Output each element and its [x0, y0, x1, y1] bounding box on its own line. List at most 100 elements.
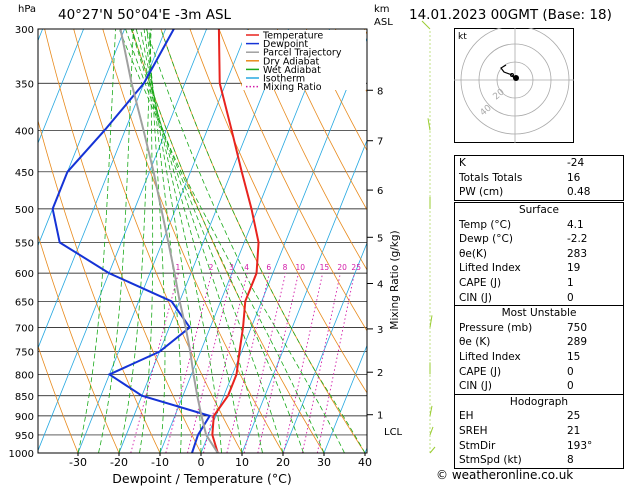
mu-row-thetae: θe (K) 289: [459, 336, 588, 349]
isotherm: [323, 344, 367, 453]
isotherm: [38, 29, 207, 452]
mixing-ratio-line: [187, 272, 233, 453]
wet-adiabat: [98, 29, 134, 453]
km-label: km: [374, 4, 390, 15]
mixing-ratio-line: [257, 273, 299, 453]
wet-adiabat: [160, 29, 366, 453]
mixing-ratio-line: [165, 272, 213, 453]
isotherm: [159, 29, 330, 453]
dry-adiabat: [276, 29, 367, 211]
hpa-label: hPa: [18, 4, 37, 15]
series-parcel-trajectory: [119, 29, 219, 453]
mu-row-cape: CAPE (J) 0: [459, 365, 574, 378]
x-tick-20: 20: [276, 456, 290, 469]
km-tick-7: 7: [377, 137, 383, 148]
mixing-ratio-label-25: 25: [351, 263, 361, 272]
indices-table: K -24 Totals Totals 16 PW (cm) 0.48: [454, 155, 624, 201]
most-unstable-title: Most Unstable: [455, 305, 623, 321]
mixing-ratio-label-4: 4: [244, 263, 249, 272]
surface-row-thetae: θe(K) 283: [459, 247, 588, 260]
dry-adiabat: [38, 345, 79, 453]
dry-adiabat: [218, 29, 367, 332]
isotherm: [118, 29, 289, 453]
x-tick--30: -30: [69, 456, 87, 469]
wet-adiabat: [135, 29, 243, 453]
surface-row-lifted: Lifted Index 19: [459, 262, 581, 275]
x-tick-30: 30: [317, 456, 331, 469]
asl-label: ASL: [374, 17, 393, 28]
index-row-k: K -24: [459, 157, 585, 169]
wet-adiabat: [146, 29, 182, 453]
x-axis-label: Dewpoint / Temperature (°C): [112, 471, 291, 486]
hodograph-origin: [510, 73, 514, 77]
hodograph-table-title: Hodograph: [455, 393, 623, 410]
surface-row-temp: Temp (°C) 4.1: [459, 218, 584, 231]
dry-adiabat: [38, 119, 161, 453]
mixing-ratio-line: [283, 273, 324, 453]
mixing-ratio-line: [203, 272, 248, 453]
wind-barb-300: [421, 20, 431, 30]
surface-table: Surface Temp (°C) 4.1 Dewp (°C) -2.2 θe(K)…: [454, 202, 624, 469]
wet-adiabat: [145, 29, 345, 453]
km-tick-1: 1: [377, 411, 383, 422]
pressure-tick-550: 550: [15, 238, 34, 249]
legend-label-parcel-trajectory: Parcel Trajectory: [263, 48, 342, 59]
km-tick-3: 3: [377, 325, 383, 336]
hodo-row-stmspd: StmSpd (kt) 8: [459, 454, 574, 467]
wet-adiabat: [139, 29, 154, 453]
km-tick-4: 4: [377, 280, 383, 291]
mixing-ratio-line: [130, 272, 179, 453]
wet-adiabat: [118, 29, 152, 453]
wet-adiabat: [148, 29, 166, 453]
index-row-totals: Totals Totals 16: [459, 171, 581, 184]
pressure-tick-950: 950: [15, 431, 34, 442]
isotherm: [38, 29, 84, 145]
km-tick-8: 8: [377, 86, 383, 97]
series-temperature: [211, 29, 260, 453]
mixing-ratio-label-10: 10: [295, 263, 305, 272]
wind-barb-400: [427, 118, 431, 131]
wet-adiabat: [140, 29, 222, 453]
series-dewpoint: [51, 29, 212, 453]
legend-label-mixing-ratio: Mixing Ratio: [263, 82, 322, 93]
hodo-row-eh: EH 25: [459, 410, 581, 423]
location-title: 40°27'N 50°04'E -3m ASL: [58, 7, 232, 23]
mixing-ratio-line: [226, 273, 270, 453]
mixing-ratio-axis-label: Mixing Ratio (g/kg): [389, 230, 401, 329]
wet-adiabat: [130, 29, 263, 453]
index-row-pw: PW (cm) 0.48: [459, 186, 591, 199]
x-tick-0: 0: [198, 456, 205, 469]
mu-row-lifted: Lifted Index 15: [459, 350, 581, 363]
x-tick--20: -20: [110, 456, 128, 469]
pressure-tick-400: 400: [15, 126, 34, 137]
wind-barb-950: [429, 426, 434, 436]
datetime-title: 14.01.2023 00GMT (Base: 18): [409, 7, 612, 23]
mixing-ratio-label-6: 6: [266, 263, 271, 272]
legend-label-dewpoint: Dewpoint: [263, 39, 308, 50]
dry-adiabat: [38, 233, 120, 453]
dry-adiabat: [305, 29, 367, 152]
credit-text: © weatheronline.co.uk: [436, 468, 574, 482]
pressure-tick-700: 700: [15, 323, 34, 334]
x-tick-40: 40: [358, 456, 372, 469]
wind-barb-1000: [429, 446, 436, 454]
dry-adiabat: [44, 29, 202, 453]
mixing-ratio-label-8: 8: [283, 263, 288, 272]
legend-label-wet-adiabat: Wet Adiabat: [263, 65, 321, 76]
mu-row-pressure: Pressure (mb) 750: [459, 321, 588, 334]
km-tick-6: 6: [377, 186, 383, 197]
pressure-tick-650: 650: [15, 297, 34, 308]
pressure-tick-1000: 1000: [9, 449, 34, 460]
pressure-tick-450: 450: [15, 168, 34, 179]
pressure-tick-800: 800: [15, 370, 34, 381]
storm-motion-dot: [513, 75, 519, 81]
surface-title: Surface: [518, 204, 559, 216]
lcl-label: LCL: [384, 427, 403, 438]
mixing-ratio-label-2: 2: [209, 263, 214, 272]
wind-barb-900: [429, 405, 433, 416]
mu-row-cin: CIN (J) 0: [459, 380, 574, 393]
pressure-tick-900: 900: [15, 412, 34, 423]
pressure-tick-750: 750: [15, 348, 34, 359]
hodograph-unit-label: kt: [458, 32, 467, 42]
